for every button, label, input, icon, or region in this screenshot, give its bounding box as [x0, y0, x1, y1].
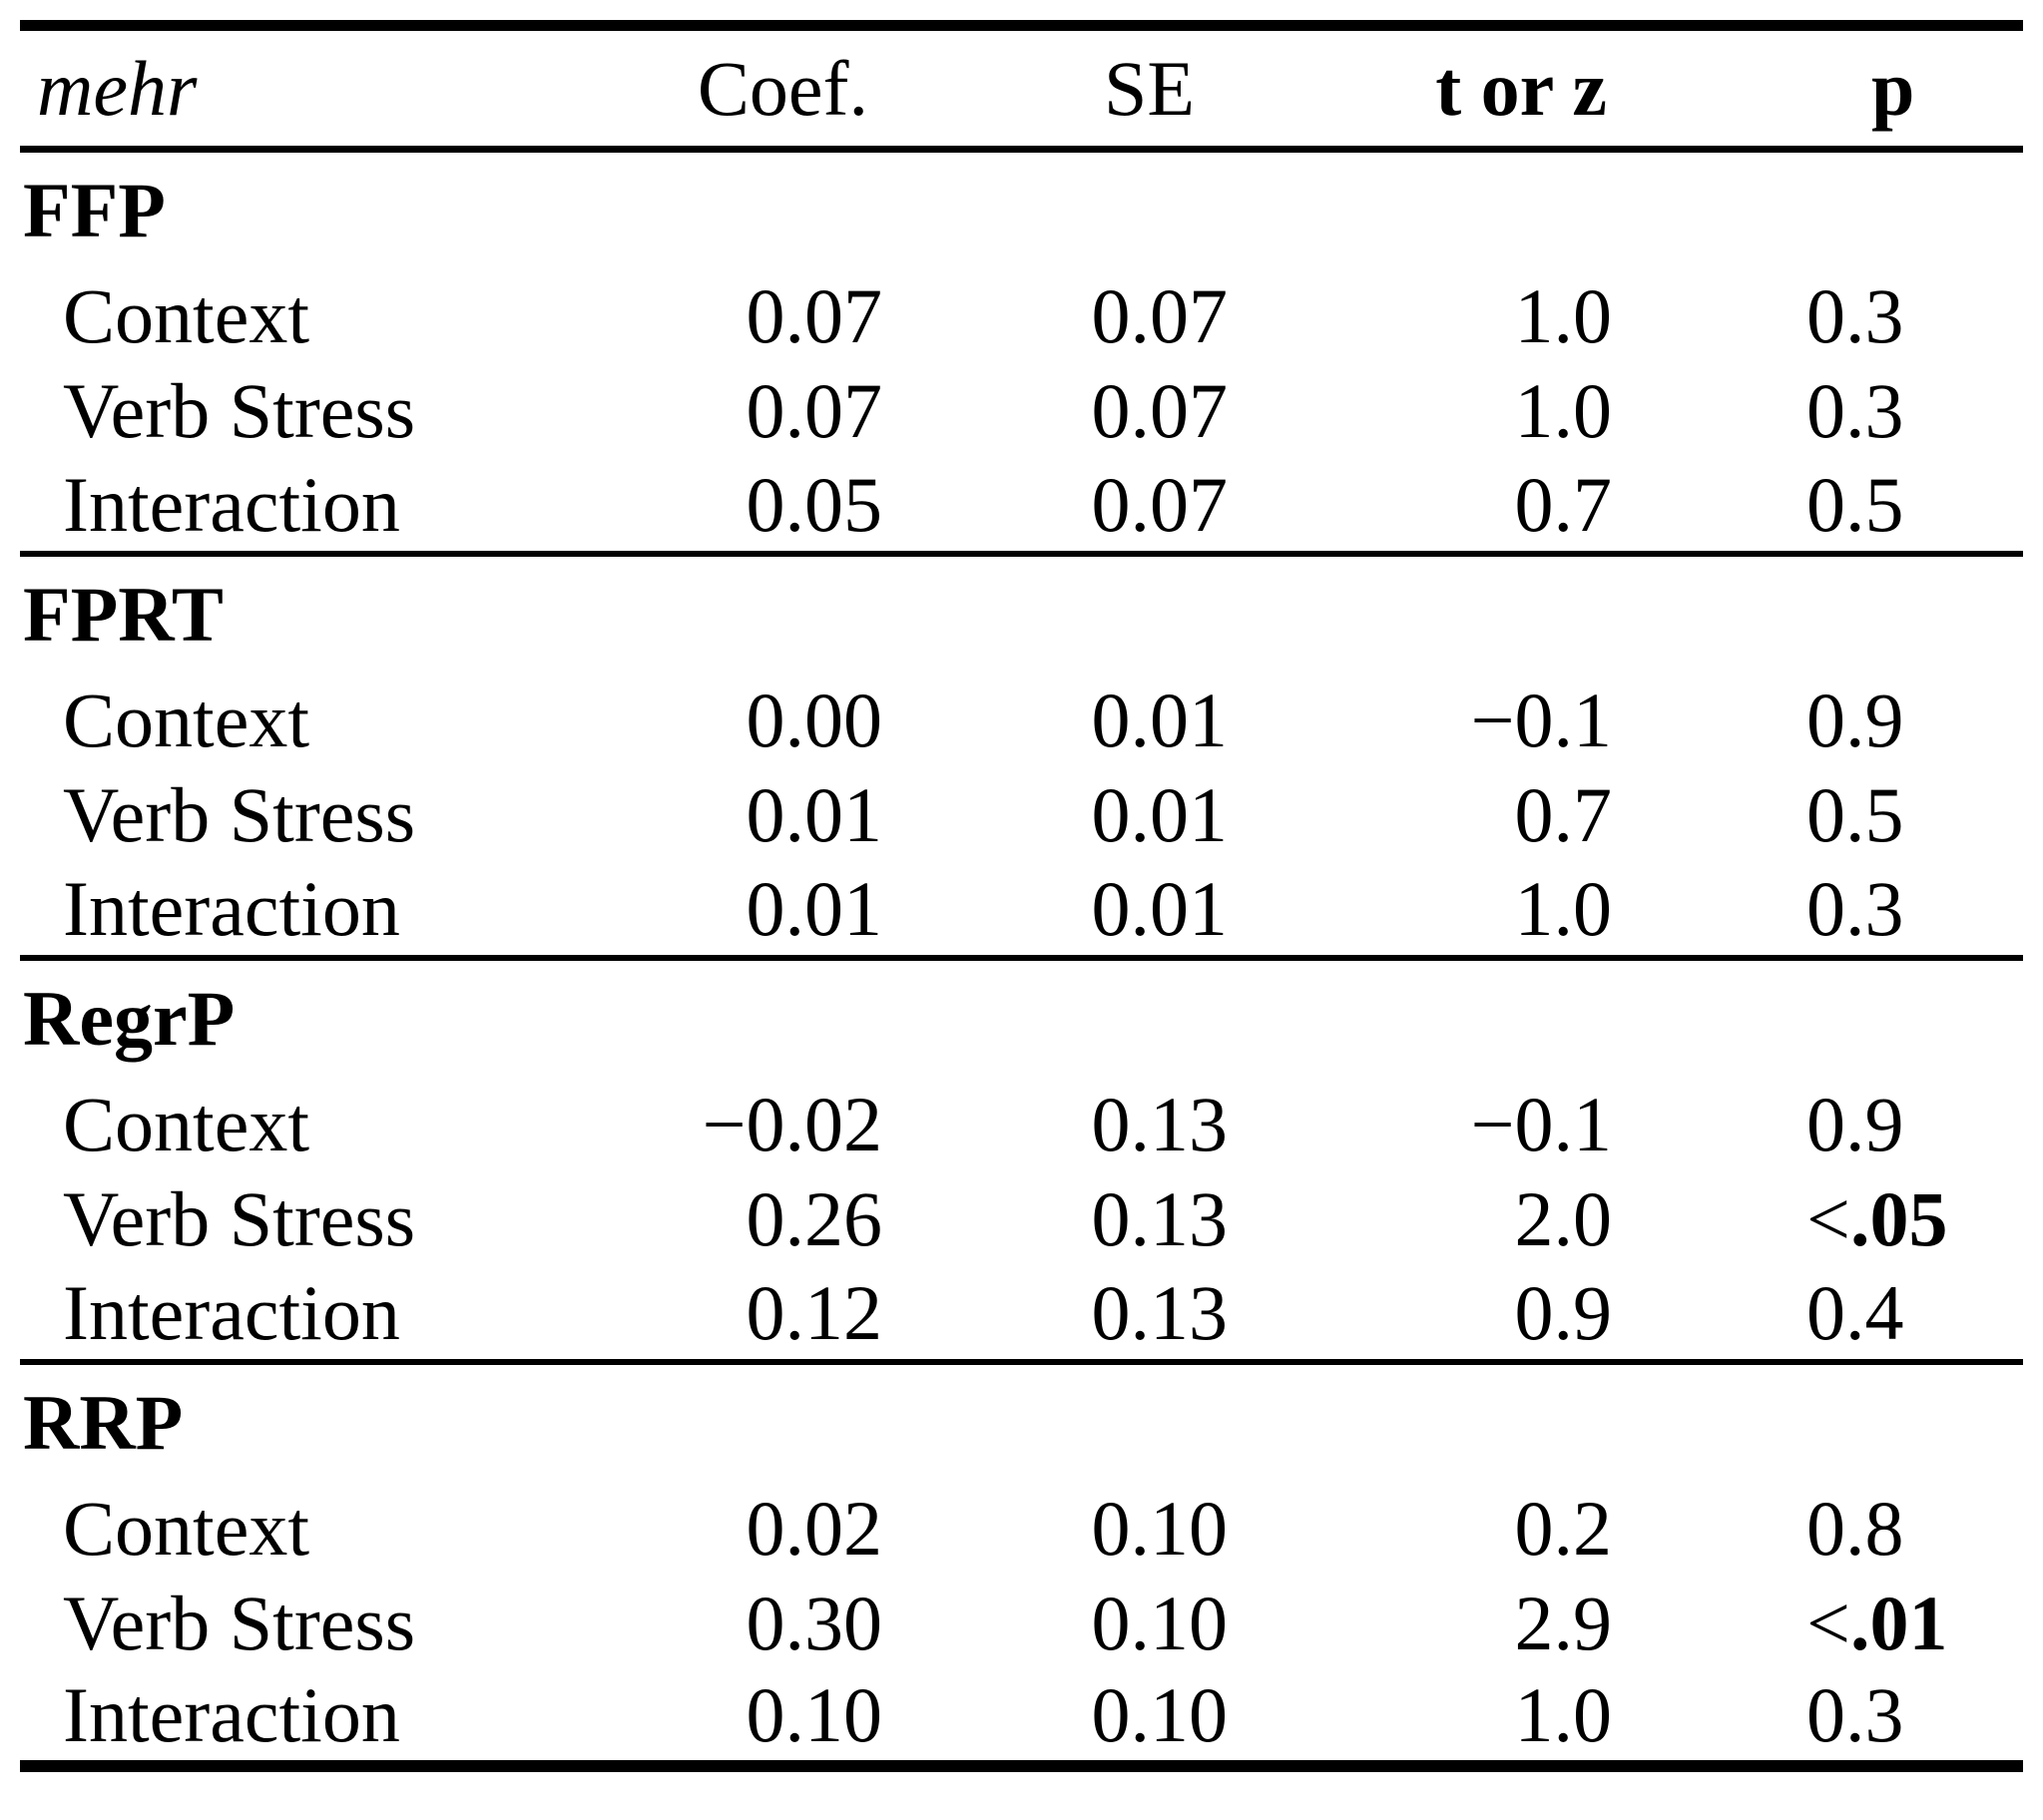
coef-value: 0.05	[746, 460, 883, 548]
row-label: Verb Stress	[63, 1175, 416, 1262]
coef-value: 0.02	[746, 1485, 883, 1572]
section-name: FFP	[23, 167, 166, 254]
se-value: 0.13	[1091, 1081, 1229, 1167]
p-value: 0.5	[1806, 771, 1904, 858]
row-label: Interaction	[63, 460, 400, 548]
section-header-row: RRP	[20, 1362, 2023, 1482]
section-fprt: FPRT Context 0.00 0.01 −0.1 0.9 Verb Stress 0.0…	[20, 553, 2023, 958]
t-or-z-value: 0.9	[1514, 1268, 1613, 1356]
p-value: <.01	[1806, 1580, 1948, 1666]
table-row: Context −0.02 0.13 −0.1 0.9	[20, 1078, 2023, 1172]
section-name: RRP	[23, 1379, 184, 1466]
table-row: Interaction 0.01 0.01 1.0 0.3	[20, 863, 2023, 958]
se-value: 0.01	[1091, 864, 1229, 952]
p-value: 0.4	[1806, 1268, 1904, 1356]
table-row: Interaction 0.05 0.07 0.7 0.5	[20, 459, 2023, 554]
t-or-z-value: −0.1	[1470, 677, 1613, 763]
t-or-z-value: 1.0	[1514, 272, 1613, 359]
p-value: 0.3	[1806, 272, 1904, 359]
section-regrp: RegrP Context −0.02 0.13 −0.1 0.9 Verb Stress 0…	[20, 957, 2023, 1362]
table-header-row: mehr Coef. SE t or z p	[20, 26, 2023, 150]
t-or-z-value: 0.2	[1514, 1485, 1613, 1572]
table-row: Context 0.02 0.10 0.2 0.8	[20, 1482, 2023, 1577]
se-value: 0.13	[1091, 1268, 1229, 1356]
section-name: FPRT	[23, 571, 224, 658]
se-value: 0.10	[1091, 1485, 1229, 1572]
t-or-z-value: 2.9	[1514, 1580, 1613, 1666]
coef-value: 0.30	[746, 1580, 883, 1666]
t-or-z-value: 1.0	[1514, 367, 1613, 454]
t-or-z-value: 0.7	[1514, 771, 1613, 858]
table-row: Context 0.00 0.01 −0.1 0.9	[20, 674, 2023, 768]
coef-value: −0.02	[702, 1081, 883, 1167]
coef-value: 0.07	[746, 367, 883, 454]
column-header-coef: Coef.	[697, 44, 868, 132]
p-value: 0.3	[1806, 864, 1904, 952]
p-value: <.05	[1806, 1175, 1948, 1262]
section-header-row: RegrP	[20, 958, 2023, 1078]
se-value: 0.01	[1091, 677, 1229, 763]
se-value: 0.07	[1091, 272, 1229, 359]
table-row: Verb Stress 0.30 0.10 2.9 <.01	[20, 1577, 2023, 1671]
se-value: 0.13	[1091, 1175, 1229, 1262]
table-header: mehr Coef. SE t or z p	[20, 26, 2023, 150]
regression-results-table: mehr Coef. SE t or z p FFP Context 0.07 0.0…	[20, 20, 2023, 1772]
coef-value: 0.12	[746, 1268, 883, 1356]
coef-value: 0.01	[746, 864, 883, 952]
t-or-z-value: 2.0	[1514, 1175, 1613, 1262]
section-name: RegrP	[23, 975, 236, 1062]
t-or-z-value: 1.0	[1514, 864, 1613, 952]
table-row: Verb Stress 0.07 0.07 1.0 0.3	[20, 364, 2023, 459]
coef-value: 0.07	[746, 272, 883, 359]
coef-value: 0.26	[746, 1175, 883, 1262]
p-value: 0.3	[1806, 1671, 1904, 1758]
se-value: 0.01	[1091, 771, 1229, 858]
p-value: 0.3	[1806, 367, 1904, 454]
column-header-t-or-z: t or z	[1435, 44, 1607, 132]
t-or-z-value: 1.0	[1514, 1671, 1613, 1758]
section-header-row: FFP	[20, 150, 2023, 269]
p-value: 0.8	[1806, 1485, 1904, 1572]
table-row: Verb Stress 0.26 0.13 2.0 <.05	[20, 1172, 2023, 1267]
row-label: Interaction	[63, 1268, 400, 1356]
coef-value: 0.10	[746, 1671, 883, 1758]
table-row: Context 0.07 0.07 1.0 0.3	[20, 269, 2023, 364]
se-value: 0.07	[1091, 367, 1229, 454]
p-value: 0.5	[1806, 460, 1904, 548]
table-row: Verb Stress 0.01 0.01 0.7 0.5	[20, 768, 2023, 863]
row-label: Verb Stress	[63, 771, 416, 858]
se-value: 0.10	[1091, 1671, 1229, 1758]
coef-value: 0.01	[746, 771, 883, 858]
se-value: 0.07	[1091, 460, 1229, 548]
row-label: Verb Stress	[63, 367, 416, 454]
table-row: Interaction 0.10 0.10 1.0 0.3	[20, 1671, 2023, 1766]
column-header-p: p	[1871, 44, 1915, 132]
row-label: Context	[63, 1485, 309, 1572]
section-ffp: FFP Context 0.07 0.07 1.0 0.3 Verb Stress 0.07 0…	[20, 150, 2023, 554]
p-value: 0.9	[1806, 677, 1904, 763]
t-or-z-value: −0.1	[1470, 1081, 1613, 1167]
row-label: Verb Stress	[63, 1580, 416, 1666]
row-label: Context	[63, 677, 309, 763]
row-label: Context	[63, 1081, 309, 1167]
row-label: Context	[63, 272, 309, 359]
column-header-mehr: mehr	[37, 44, 198, 132]
t-or-z-value: 0.7	[1514, 460, 1613, 548]
coef-value: 0.00	[746, 677, 883, 763]
table-row: Interaction 0.12 0.13 0.9 0.4	[20, 1267, 2023, 1362]
section-rrp: RRP Context 0.02 0.10 0.2 0.8 Verb Stress 0.30 0…	[20, 1361, 2023, 1766]
section-header-row: FPRT	[20, 554, 2023, 674]
row-label: Interaction	[63, 864, 400, 952]
se-value: 0.10	[1091, 1580, 1229, 1666]
row-label: Interaction	[63, 1671, 400, 1758]
p-value: 0.9	[1806, 1081, 1904, 1167]
column-header-se: SE	[1103, 44, 1195, 132]
